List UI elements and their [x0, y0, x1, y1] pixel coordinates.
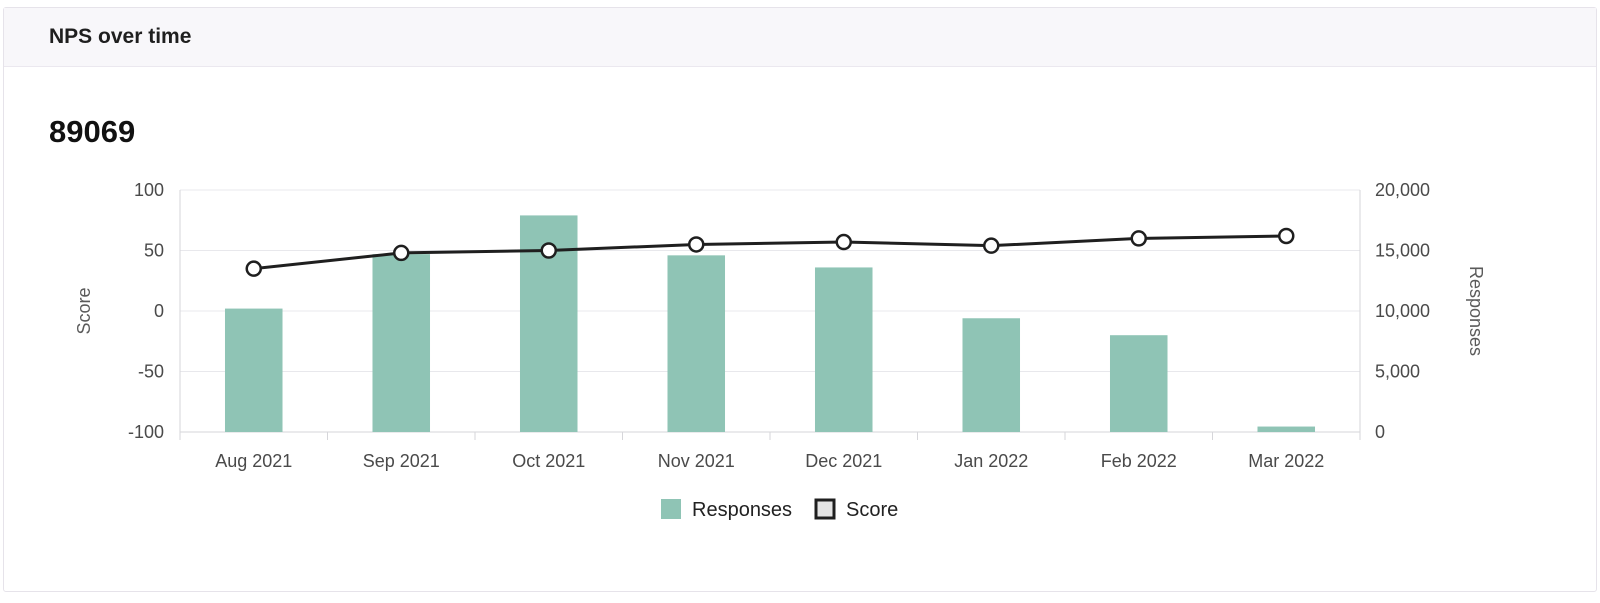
responses-bar — [667, 255, 726, 432]
responses-bar — [1257, 426, 1316, 432]
y-right-axis-title: Responses — [1466, 266, 1486, 356]
score-point — [1278, 227, 1295, 245]
y-right-tick-label: 10,000 — [1375, 301, 1430, 321]
legend-swatch-score — [814, 498, 836, 520]
legend-label-responses: Responses — [692, 499, 792, 521]
score-point — [1130, 230, 1147, 247]
score-point — [245, 260, 262, 277]
score-point — [540, 242, 557, 259]
x-axis-label: Jan 2022 — [954, 451, 1028, 471]
legend-swatch-responses — [661, 499, 681, 519]
x-axis-label: Nov 2021 — [658, 451, 735, 471]
score-point — [393, 244, 410, 262]
score-point — [688, 236, 705, 253]
card-header: NPS over time — [4, 8, 1596, 67]
score-point — [983, 237, 1000, 254]
y-right-tick-label: 15,000 — [1375, 241, 1430, 261]
y-left-tick-label: 100 — [134, 180, 164, 200]
card-title: NPS over time — [49, 25, 192, 48]
y-left-tick-label: -100 — [128, 422, 164, 442]
score-point — [835, 233, 852, 251]
y-left-axis-title: Score — [74, 287, 94, 334]
y-left-tick-label: 50 — [144, 241, 164, 261]
legend-label-score: Score — [846, 499, 898, 521]
x-axis-label: Oct 2021 — [512, 451, 585, 471]
x-axis-label: Sep 2021 — [363, 451, 440, 471]
total-responses: 89069 — [49, 114, 136, 149]
x-axis-label: Feb 2022 — [1101, 451, 1177, 471]
x-axis-label: Mar 2022 — [1248, 451, 1324, 471]
nps-card: NPS over time 89069 — [3, 7, 1597, 592]
y-left-tick-label: -50 — [138, 362, 164, 382]
y-right-tick-label: 20,000 — [1375, 180, 1430, 200]
x-axis-label: Dec 2021 — [805, 451, 882, 471]
responses-bar — [962, 318, 1021, 432]
responses-bar — [1109, 335, 1168, 432]
x-axis-label: Aug 2021 — [215, 451, 292, 471]
responses-bar — [224, 308, 283, 432]
y-right-tick-label: 5,000 — [1375, 362, 1420, 382]
y-left-tick-label: 0 — [154, 301, 164, 321]
responses-bar — [372, 254, 431, 432]
responses-bar — [814, 267, 873, 432]
y-right-tick-label: 0 — [1375, 422, 1385, 442]
score-line — [253, 234, 1287, 271]
